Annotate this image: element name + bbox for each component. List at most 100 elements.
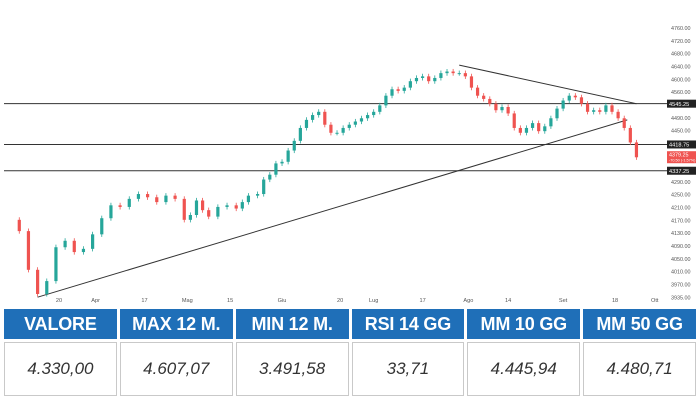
candle-body — [225, 205, 229, 207]
trendlines — [37, 64, 637, 298]
candle-body — [323, 111, 327, 125]
candle-body — [81, 248, 86, 253]
candle-body — [610, 105, 614, 112]
candle-body — [335, 132, 339, 134]
level-tag-label: 4418.75 — [669, 143, 689, 149]
y-tick-label: 4090.00 — [671, 244, 691, 250]
candle-body — [234, 205, 238, 209]
candle-body — [451, 71, 455, 74]
candle-body — [298, 127, 302, 141]
x-tick-label: 20 — [337, 298, 343, 304]
current-price-change: -70.50 (-1.57%) — [669, 159, 696, 163]
candle-body — [182, 198, 186, 220]
candle-body — [530, 123, 535, 128]
current-price-tag — [667, 151, 696, 164]
candle-body — [341, 127, 345, 133]
y-tick-label: 4170.00 — [671, 218, 691, 224]
candle-body — [155, 197, 159, 203]
stat-value: 3.491,58 — [235, 342, 349, 396]
candle-body — [420, 76, 425, 78]
candle-body — [414, 77, 419, 82]
candle-body — [475, 87, 480, 96]
y-tick-label: 4010.00 — [671, 270, 691, 276]
candle-body — [365, 115, 370, 119]
candle-body — [194, 200, 199, 215]
stat-min-12m: MIN 12 M. 3.491,58 — [235, 309, 349, 396]
y-tick-label: 4720.00 — [671, 39, 691, 45]
candle-body — [164, 195, 168, 203]
candle-body — [353, 121, 357, 125]
candle-body — [136, 194, 141, 199]
candle-body — [91, 234, 95, 249]
candle-body — [433, 77, 437, 82]
candle-body — [598, 110, 602, 112]
x-tick-label: 17 — [141, 298, 147, 304]
candle-body — [592, 110, 596, 112]
candle-body — [45, 281, 49, 294]
candle-body — [585, 103, 590, 112]
candle-body — [63, 240, 67, 248]
candle-body — [506, 106, 510, 114]
candle-body — [262, 179, 266, 195]
candle-body — [555, 108, 559, 119]
y-tick-label: 4560.00 — [671, 90, 691, 96]
candle-body — [512, 113, 516, 128]
candle-body — [118, 205, 122, 207]
candle-body — [616, 111, 620, 119]
candle-body — [457, 73, 461, 75]
current-price-label: 4379.25 — [669, 153, 689, 159]
stat-header: RSI 14 GG — [351, 309, 465, 339]
candle-body — [240, 202, 244, 209]
candle-body — [537, 123, 541, 132]
candle-body — [567, 95, 571, 101]
candle-body — [329, 124, 333, 133]
stat-rsi-14gg: RSI 14 GG 33,71 — [351, 309, 465, 396]
candle-body — [304, 119, 309, 128]
candle-body — [359, 118, 364, 122]
x-tick-label: Ott — [651, 298, 659, 304]
stat-header: VALORE — [4, 309, 117, 339]
candle-body — [628, 127, 632, 143]
horizontal-levels — [4, 103, 667, 172]
stat-value: 4.330,00 — [4, 342, 117, 396]
candle-body — [427, 76, 431, 82]
y-tick-label: 4600.00 — [671, 77, 691, 83]
x-tick-label: 18 — [612, 298, 618, 304]
candles — [17, 68, 639, 297]
candle-body — [246, 195, 251, 203]
candle-body — [561, 100, 565, 109]
stat-header: MM 10 GG — [467, 309, 581, 339]
y-tick-label: 3935.00 — [671, 295, 691, 301]
candle-body — [469, 76, 474, 88]
candle-body — [634, 142, 639, 158]
stat-mm-10gg: MM 10 GG 4.445,94 — [467, 309, 581, 396]
stat-value: 4.445,94 — [467, 342, 581, 396]
candle-body — [384, 95, 388, 106]
x-tick-label: 15 — [227, 298, 233, 304]
price-chart: 4760.00 4720.00 4680.00 4640.00 4600.00 4560.… — [4, 26, 696, 304]
candle-body — [280, 161, 284, 164]
y-tick-label: 4640.00 — [671, 64, 691, 70]
candle-body — [518, 127, 522, 133]
candle-body — [127, 198, 131, 207]
candle-body — [396, 89, 400, 91]
level-tag-label: 4337.25 — [669, 169, 689, 175]
x-tick-label: Lug — [369, 298, 378, 304]
candle-body — [402, 87, 406, 91]
candle-body — [347, 124, 351, 128]
y-tick-label: 4210.00 — [671, 206, 691, 212]
x-tick-label: Giu — [278, 298, 287, 304]
y-tick-label: 4490.00 — [671, 116, 691, 122]
y-tick-label: 3970.00 — [671, 283, 691, 289]
stat-header: MAX 12 M. — [119, 309, 233, 339]
candle-body — [274, 163, 278, 175]
x-tick-label: 17 — [419, 298, 425, 304]
y-tick-label: 4050.00 — [671, 257, 691, 263]
candle-body — [109, 205, 113, 219]
x-tick-label: Ago — [463, 298, 473, 304]
candle-body — [216, 206, 220, 217]
candle-body — [36, 269, 40, 294]
x-axis: 20 Apr 17 Mag 15 Giu 20 Lug 17 Ago 14 Set 18 Ott — [56, 298, 659, 304]
y-tick-label: 4290.00 — [671, 180, 691, 186]
candle-body — [372, 111, 376, 116]
